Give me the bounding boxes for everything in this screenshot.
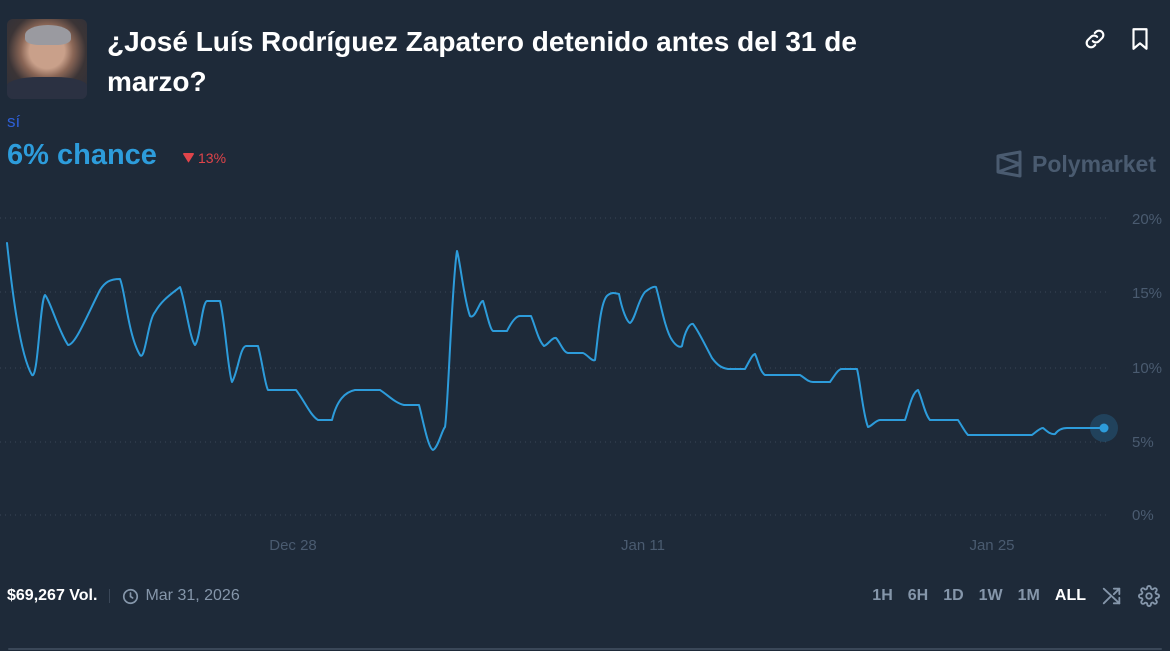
price-line [6, 242, 1105, 451]
market-title: ¿José Luís Rodríguez Zapatero detenido a… [107, 26, 857, 97]
y-axis-labels: 20% 15% 10% 5% 0% [1132, 211, 1162, 524]
avatar-suit-shape [7, 77, 87, 99]
divider [109, 589, 111, 603]
avatar-hair-shape [25, 25, 71, 45]
y-tick-15: 15% [1132, 285, 1162, 302]
market-avatar [7, 19, 87, 99]
range-1m[interactable]: 1M [1017, 587, 1040, 604]
outcome-label: sí [7, 112, 21, 131]
gear-icon[interactable] [1138, 585, 1160, 607]
volume: $69,267 Vol. [7, 587, 98, 604]
polymarket-logo-icon [996, 150, 1022, 178]
brand-name: Polymarket [1032, 150, 1157, 177]
change-badge: 13% [183, 150, 226, 166]
x-tick-jan25: Jan 25 [969, 537, 1014, 554]
y-tick-10: 10% [1132, 360, 1162, 377]
range-1d[interactable]: 1D [943, 587, 964, 604]
triangle-down-icon [183, 153, 194, 163]
change-value: 13% [198, 150, 227, 166]
range-all[interactable]: ALL [1054, 587, 1086, 604]
bookmark-icon [1132, 28, 1148, 50]
x-tick-dec28: Dec 28 [269, 537, 317, 554]
y-tick-5: 5% [1132, 434, 1154, 451]
link-button[interactable] [1082, 26, 1108, 52]
clock-icon [123, 588, 139, 604]
range-1h[interactable]: 1H [872, 587, 893, 604]
chance-value: 6% chance [7, 139, 157, 171]
polymarket-logo: Polymarket [996, 150, 1156, 178]
bottom-divider [8, 648, 1162, 650]
current-point[interactable] [1099, 423, 1109, 433]
grid-lines [0, 217, 1110, 516]
time-range-selector: 1H 6H 1D 1W 1M ALL [872, 585, 1160, 607]
price-chart[interactable]: 20% 15% 10% 5% 0% Dec 28 Jan 11 Jan 25 [0, 200, 1170, 570]
bookmark-button[interactable] [1127, 26, 1153, 52]
market-stats: $69,267 Vol. Mar 31, 2026 [7, 587, 240, 605]
x-tick-jan11: Jan 11 [621, 537, 665, 554]
range-6h[interactable]: 6H [907, 587, 929, 604]
y-tick-0: 0% [1132, 507, 1154, 524]
end-date: Mar 31, 2026 [122, 587, 240, 605]
y-tick-20: 20% [1132, 211, 1162, 228]
end-date-text: Mar 31, 2026 [145, 587, 240, 604]
shuffle-icon[interactable] [1101, 585, 1123, 607]
link-icon [1085, 29, 1105, 49]
x-axis-labels: Dec 28 Jan 11 Jan 25 [269, 537, 1014, 554]
range-1w[interactable]: 1W [978, 587, 1003, 604]
